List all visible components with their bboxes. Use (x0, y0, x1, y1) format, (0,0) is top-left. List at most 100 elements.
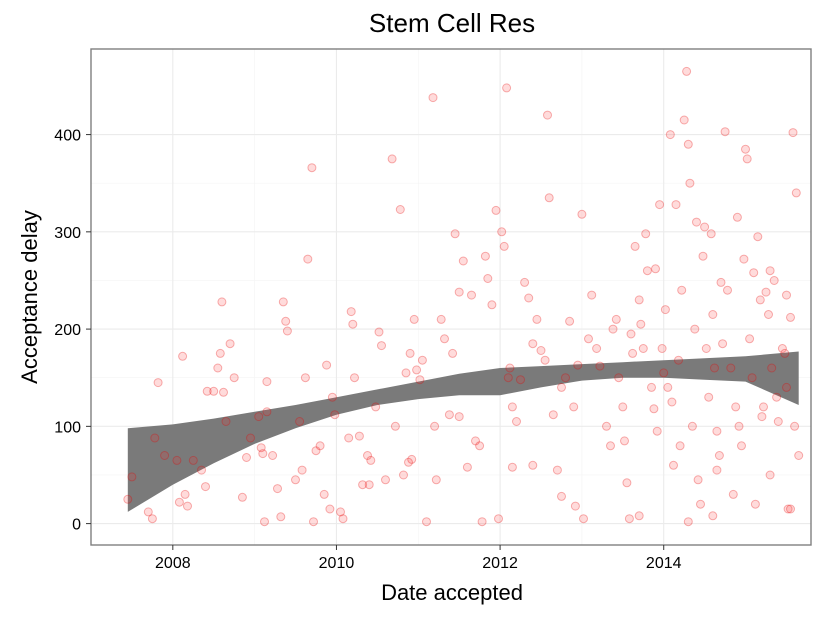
data-point (622, 478, 632, 488)
data-point (405, 348, 415, 358)
data-point (256, 443, 266, 453)
data-point (579, 514, 588, 524)
data-point (790, 421, 800, 431)
data-point (674, 355, 683, 365)
data-point (611, 314, 621, 324)
data-point (667, 397, 677, 407)
data-point (764, 310, 773, 319)
data-point (180, 489, 190, 499)
data-point (444, 410, 454, 420)
data-point (483, 274, 493, 283)
data-point (366, 455, 376, 465)
data-point (777, 344, 787, 353)
data-point (544, 193, 554, 203)
data-point (153, 378, 163, 388)
data-point (407, 454, 417, 464)
data-point (258, 449, 268, 459)
data-point (507, 462, 517, 472)
data-point (417, 355, 427, 365)
data-point (753, 232, 763, 242)
data-point (268, 451, 278, 460)
data-point (742, 154, 752, 164)
data-point (325, 504, 335, 514)
data-point (338, 514, 348, 524)
data-point (309, 517, 318, 527)
data-point (428, 93, 438, 103)
data-point (371, 402, 381, 412)
data-point (377, 341, 386, 351)
data-point (614, 373, 624, 383)
y-tick-label: 400 (54, 128, 81, 145)
data-point (683, 139, 693, 149)
data-point (311, 446, 321, 456)
data-point (281, 316, 291, 326)
data-point (467, 290, 476, 300)
data-point (282, 326, 292, 336)
data-point (651, 264, 660, 274)
data-point (761, 287, 771, 297)
data-point (749, 268, 759, 278)
x-tick-label: 2008 (155, 555, 191, 572)
data-point (516, 375, 525, 385)
data-point (794, 451, 804, 460)
data-point (336, 507, 345, 517)
data-point (708, 310, 718, 319)
data-point (557, 491, 566, 501)
data-point (634, 511, 644, 521)
x-tick-label: 2014 (646, 555, 682, 572)
data-point (741, 144, 750, 154)
data-point (291, 475, 300, 485)
data-point (499, 241, 509, 251)
data-point (570, 501, 580, 511)
data-point (260, 517, 269, 527)
data-point (698, 251, 708, 261)
data-point (669, 460, 678, 470)
data-point (608, 324, 618, 334)
data-point (561, 373, 570, 383)
data-point (734, 421, 744, 431)
y-axis-label: Acceptance delay (17, 210, 42, 384)
data-point (655, 200, 665, 210)
data-point (412, 365, 422, 375)
data-point (765, 266, 775, 276)
data-point (634, 295, 644, 305)
data-point (731, 402, 741, 412)
data-point (262, 377, 272, 387)
data-point (708, 511, 718, 521)
data-point (494, 514, 503, 524)
data-point (454, 412, 464, 422)
data-point (786, 312, 795, 322)
data-point (718, 339, 728, 349)
data-point (626, 329, 636, 339)
data-point (706, 229, 716, 239)
y-tick-label: 300 (54, 225, 81, 242)
data-point (630, 241, 640, 251)
data-point (769, 276, 779, 285)
data-point (577, 209, 587, 219)
data-point (692, 217, 701, 227)
data-point (174, 497, 184, 507)
data-point (242, 453, 251, 462)
data-point (172, 455, 182, 465)
data-point (747, 373, 757, 383)
data-point (487, 300, 497, 310)
data-point (123, 494, 133, 504)
data-point (344, 433, 354, 443)
data-point (750, 499, 760, 509)
data-point (150, 433, 160, 443)
data-point (720, 127, 730, 137)
y-tick-label: 200 (54, 322, 81, 339)
data-point (363, 451, 372, 460)
data-point (532, 314, 542, 324)
data-point (497, 227, 507, 237)
data-point (346, 307, 356, 317)
data-point (677, 285, 687, 295)
data-point (202, 386, 212, 396)
y-tick-label: 100 (54, 419, 81, 436)
data-point (659, 368, 669, 378)
data-point (606, 441, 615, 451)
data-point (475, 441, 485, 451)
data-point (759, 402, 768, 412)
data-point (683, 517, 693, 527)
data-point (755, 295, 765, 305)
